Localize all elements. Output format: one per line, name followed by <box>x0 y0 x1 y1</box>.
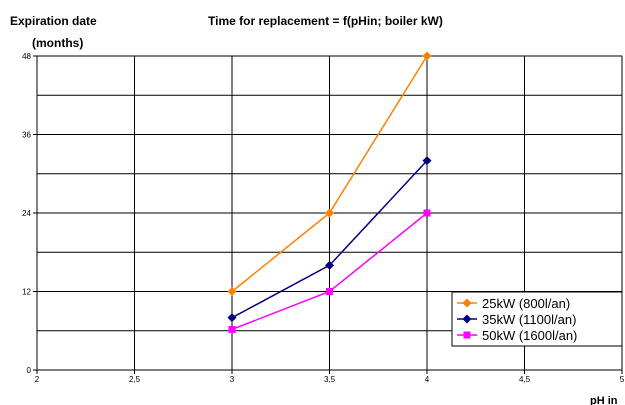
x-tick-label: 4 <box>425 375 430 384</box>
y-tick-label: 36 <box>22 131 31 140</box>
x-tick-label: 3 <box>230 375 235 384</box>
chart-title: Time for replacement = f(pHin; boiler kW… <box>208 14 443 28</box>
x-axis-ticks: 2 2,5 3 3,5 4 4,5 5 <box>35 370 625 384</box>
legend-label: 25kW (800l/an) <box>482 296 570 311</box>
legend-item: 50kW (1600l/an) <box>457 328 577 343</box>
legend-box <box>451 291 623 347</box>
y-axis-title-line1: Expiration date <box>10 14 97 28</box>
data-point <box>227 313 237 323</box>
series-3 <box>228 209 431 333</box>
y-tick-label: 12 <box>22 288 31 297</box>
series-layer <box>227 51 432 333</box>
y-axis-title-line2: (months) <box>32 36 83 50</box>
data-point <box>227 287 237 296</box>
legend-marker <box>463 331 471 339</box>
legend-item: 35kW (1100l/an) <box>457 312 576 327</box>
data-point <box>422 156 432 166</box>
data-point <box>325 208 334 218</box>
legend-marker <box>462 298 472 308</box>
data-point <box>423 209 431 217</box>
data-point <box>325 260 334 270</box>
legend: 25kW (800l/an)35kW (1100l/an)50kW (1600l… <box>451 291 623 347</box>
data-point <box>422 51 432 61</box>
y-tick-label: 24 <box>22 209 31 218</box>
series-2 <box>227 156 432 323</box>
legend-label: 35kW (1100l/an) <box>482 312 576 327</box>
x-tick-label: 4,5 <box>519 375 531 384</box>
x-tick-label: 3,5 <box>324 375 336 384</box>
y-tick-label: 0 <box>27 366 32 375</box>
data-point <box>228 325 236 333</box>
series-1 <box>227 51 432 296</box>
y-tick-label: 48 <box>22 52 31 61</box>
data-point <box>326 288 333 295</box>
x-tick-label: 5 <box>620 375 625 384</box>
legend-label: 50kW (1600l/an) <box>482 328 577 343</box>
x-tick-label: 2,5 <box>129 375 141 384</box>
legend-marker <box>462 314 472 324</box>
x-tick-label: 2 <box>35 375 40 384</box>
y-axis-ticks: 0 12 24 36 48 <box>22 52 37 375</box>
x-axis-title: pH in <box>590 395 618 405</box>
legend-item: 25kW (800l/an) <box>457 296 570 311</box>
